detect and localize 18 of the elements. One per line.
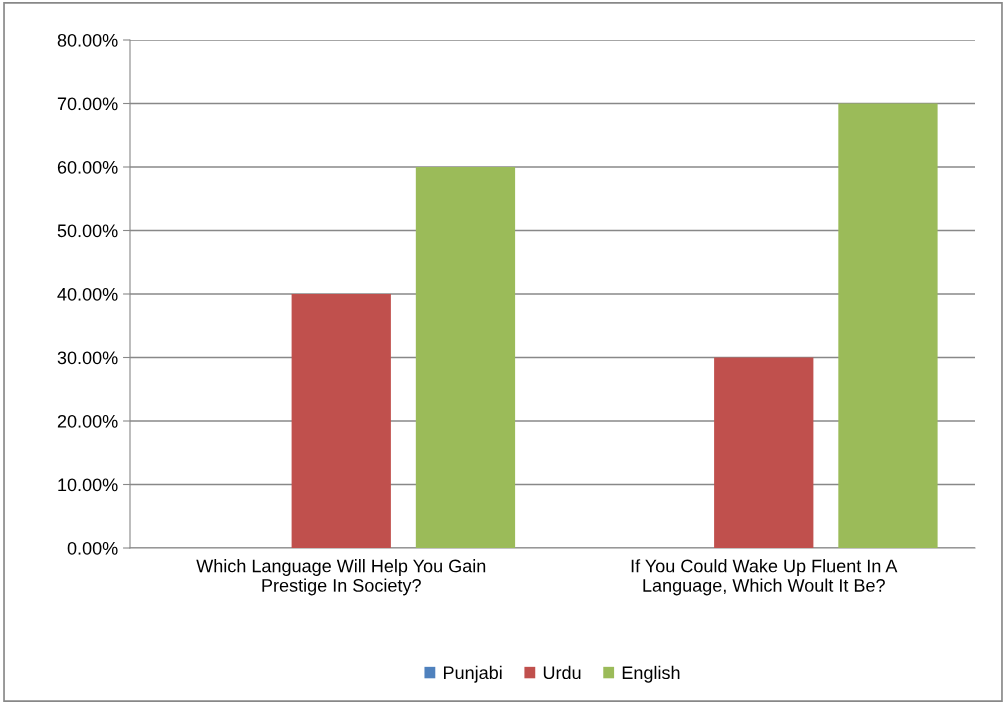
- bar: [415, 167, 516, 548]
- bar: [291, 294, 391, 548]
- y-tick-label: 20.00%: [57, 414, 118, 428]
- bar: [714, 357, 814, 548]
- y-tick-label: 80.00%: [57, 33, 118, 47]
- legend-label: English: [622, 665, 680, 683]
- y-tick-label: 70.00%: [57, 97, 118, 111]
- y-tick-label: 30.00%: [57, 351, 118, 365]
- y-tick-label: 60.00%: [57, 160, 118, 174]
- x-tick-label: Which Language Will Help You Gain Prestige In Society?: [196, 559, 486, 596]
- y-tick-label: 40.00%: [57, 287, 118, 301]
- legend-label: Punjabi: [444, 665, 502, 683]
- y-tick-label: 0.00%: [67, 541, 118, 555]
- x-tick-label: If You Could Wake Up Fluent In A Language, Which Woult It Be?: [631, 559, 898, 596]
- bar: [838, 103, 938, 548]
- y-tick-label: 50.00%: [57, 224, 118, 238]
- legend-label: Urdu: [543, 665, 581, 680]
- y-tick-label: 10.00%: [58, 478, 118, 492]
